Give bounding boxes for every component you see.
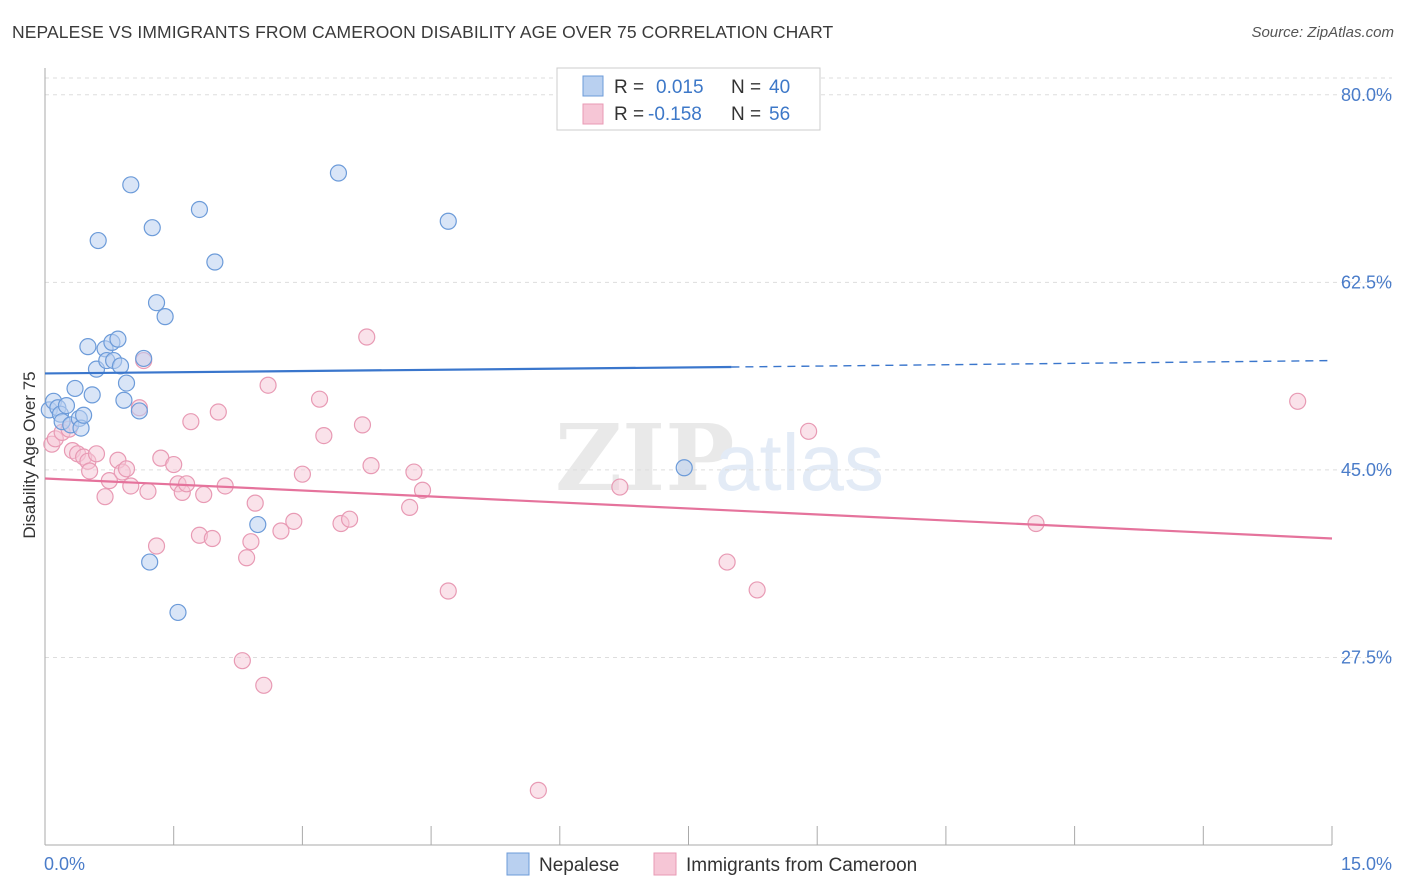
data-point — [135, 349, 153, 368]
data-point — [147, 294, 166, 312]
data-point — [529, 781, 547, 799]
legend-swatch-nepalese — [582, 75, 604, 97]
data-point — [405, 463, 423, 481]
legend-r-label-1: R = — [614, 77, 644, 98]
bottom-legend-swatch-cameroon — [653, 852, 677, 876]
data-point — [83, 386, 101, 404]
legend: R = 0.015 N = 40 R = -0.158 N = 56 — [556, 67, 821, 131]
data-point — [96, 488, 114, 506]
x-tick-label-min: 0.0% — [44, 854, 85, 874]
data-point — [209, 403, 227, 421]
svg-text:atlas: atlas — [715, 418, 884, 507]
data-point — [255, 676, 273, 694]
data-point — [169, 603, 187, 622]
source-credit: Source: ZipAtlas.com — [1251, 24, 1394, 41]
data-point — [87, 445, 106, 463]
legend-r-label-2: R = — [614, 104, 644, 125]
bottom-legend: Nepalese Immigrants from Cameroon — [506, 852, 917, 876]
data-point — [66, 379, 84, 398]
legend-n-value-1: 40 — [769, 77, 790, 98]
y-axis-label: Disability Age Over 75 — [20, 371, 39, 538]
data-point — [718, 553, 736, 571]
data-point — [122, 176, 140, 194]
data-point — [130, 402, 148, 420]
svg-text:ZIP: ZIP — [555, 404, 734, 512]
data-point — [117, 460, 136, 478]
data-point — [249, 515, 267, 534]
data-point — [182, 413, 200, 431]
data-point — [190, 200, 209, 219]
data-point — [439, 212, 457, 230]
y-tick-label: 80.0% — [1341, 85, 1392, 105]
data-point — [675, 459, 693, 477]
y-tick-labels: 80.0% 62.5% 45.0% 27.5% — [1341, 85, 1392, 668]
data-point — [259, 376, 277, 394]
trend-line-pink — [44, 477, 1333, 540]
data-point — [315, 427, 333, 445]
data-point — [413, 481, 432, 499]
data-point — [111, 357, 130, 375]
data-point — [246, 494, 264, 512]
data-point — [611, 478, 629, 496]
data-point — [206, 253, 224, 271]
y-tick-label: 45.0% — [1341, 460, 1392, 480]
legend-n-label-1: N = — [731, 77, 761, 98]
series-immigrants-from-cameroon — [43, 328, 1307, 799]
x-ticks — [44, 826, 1333, 845]
x-tick-label-max: 15.0% — [1341, 854, 1392, 874]
data-point — [439, 582, 457, 600]
data-point — [141, 553, 159, 571]
data-point — [285, 512, 303, 530]
data-point — [272, 522, 290, 540]
data-point — [233, 652, 251, 670]
data-point — [242, 533, 260, 551]
legend-n-value-2: 56 — [769, 104, 790, 125]
data-point — [800, 422, 818, 440]
data-point — [238, 549, 256, 567]
data-point — [203, 529, 221, 548]
data-point — [195, 485, 213, 504]
data-point — [139, 482, 157, 500]
trend-line-dashed-blue — [731, 359, 1333, 368]
data-point — [156, 308, 174, 326]
legend-r-value-1: 0.015 — [656, 77, 704, 98]
data-point — [748, 581, 766, 599]
data-point — [353, 416, 372, 434]
data-point — [293, 465, 311, 483]
data-point — [362, 457, 380, 475]
data-point — [117, 374, 136, 392]
data-point — [165, 455, 183, 474]
watermark: ZIP atlas — [555, 404, 884, 512]
legend-swatch-cameroon — [582, 103, 604, 125]
y-tick-label: 62.5% — [1341, 272, 1392, 292]
chart-title: NEPALESE VS IMMIGRANTS FROM CAMEROON DIS… — [12, 22, 834, 42]
data-point — [75, 406, 93, 424]
data-point — [57, 396, 76, 415]
data-point — [109, 330, 127, 348]
data-point — [1289, 392, 1307, 410]
legend-n-label-2: N = — [731, 104, 761, 125]
data-point — [340, 510, 359, 528]
data-point — [79, 338, 97, 356]
data-point — [401, 498, 419, 517]
legend-r-value-2: -0.158 — [648, 104, 702, 125]
y-tick-label: 27.5% — [1341, 647, 1392, 667]
data-point — [122, 477, 140, 495]
data-point — [89, 231, 107, 250]
bottom-legend-label-cameroon: Immigrants from Cameroon — [686, 855, 917, 876]
trend-line-blue — [44, 365, 732, 375]
bottom-legend-label-nepalese: Nepalese — [539, 855, 619, 876]
trend-lines — [44, 359, 1333, 540]
data-point — [143, 219, 161, 237]
data-point — [81, 462, 99, 480]
data-point — [147, 537, 166, 555]
bottom-legend-swatch-nepalese — [506, 852, 530, 876]
data-point — [310, 390, 329, 408]
data-point — [358, 328, 376, 346]
data-point — [329, 164, 348, 182]
series-nepalese — [40, 164, 693, 622]
data-point — [115, 391, 133, 409]
